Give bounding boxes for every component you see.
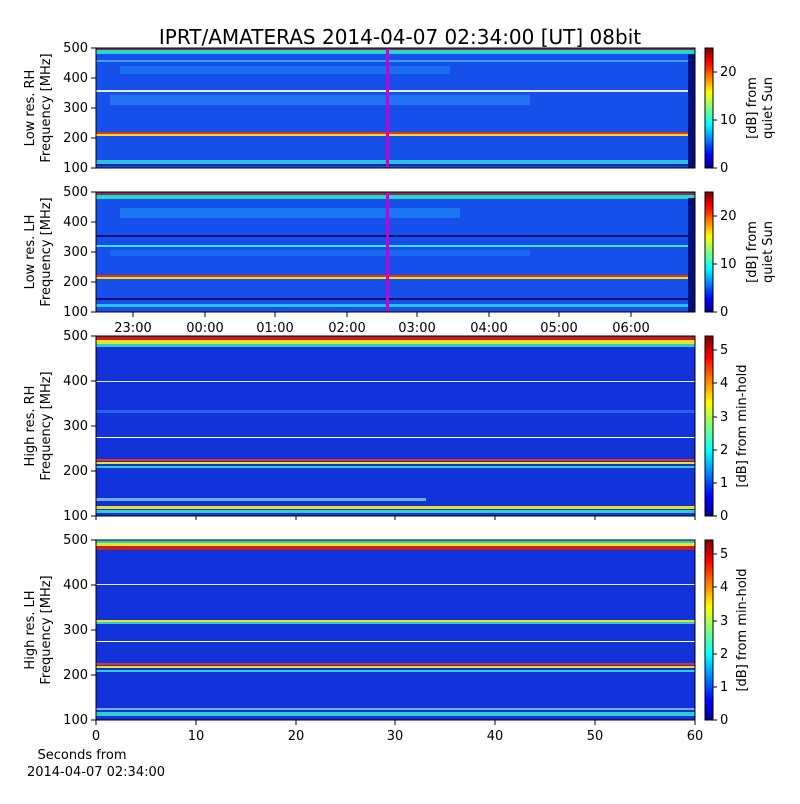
colorbar-tick-label: 0 <box>720 713 728 728</box>
colorbar-label: [dB] from min-hold <box>735 364 750 487</box>
y-tick-label: 500 <box>63 329 88 344</box>
colorbar-tick-label: 5 <box>720 343 728 358</box>
y-ticks: 100 200 300 400 500 <box>63 329 96 524</box>
y-axis-label-line1: Low res. LH <box>23 215 38 290</box>
y-axis-label: High res. LH Frequency [MHz] <box>23 575 54 684</box>
x-tick-label: 50 <box>587 729 604 744</box>
y-axis-label: Low res. RH Frequency [MHz] <box>23 53 54 162</box>
marker-line-low-lh <box>386 192 389 312</box>
colorbar-tick-label: 20 <box>720 209 737 224</box>
heatmap-low-res-lh <box>96 192 695 312</box>
colorbar-tick-label: 20 <box>720 65 737 80</box>
y-tick-label: 400 <box>63 374 88 389</box>
panel-low-res-lh: 100 200 300 400 500 23:00 00:00 01:00 02… <box>23 185 776 336</box>
y-tick-label: 500 <box>63 41 88 56</box>
y-axis-label-line2: Frequency [MHz] <box>39 197 54 306</box>
panel-high-res-rh: 100 200 300 400 500 High res. RH Frequen… <box>23 329 750 524</box>
y-tick-label: 100 <box>63 509 88 524</box>
colorbar-label-line1: [dB] from <box>745 221 760 283</box>
y-tick-label: 300 <box>63 245 88 260</box>
x-tick-label: 01:00 <box>256 321 293 336</box>
colorbar-tick-label: 2 <box>720 647 728 662</box>
x-tick-label: 03:00 <box>398 321 435 336</box>
x-axis-note-line1: Seconds from <box>37 748 126 763</box>
y-axis-label-line1: High res. LH <box>23 590 38 669</box>
y-axis-label-line2: Frequency [MHz] <box>39 575 54 684</box>
panel-low-res-rh: 100 200 300 400 500 Low res. RH Frequenc… <box>23 41 776 176</box>
y-tick-label: 200 <box>63 668 88 683</box>
x-tick-label: 0 <box>92 729 100 744</box>
colorbar-label-line2: quiet Sun <box>761 77 776 139</box>
y-axis-label-line1: High res. RH <box>23 386 38 467</box>
colorbar-tick-label: 10 <box>720 257 737 272</box>
x-ticks: 23:00 00:00 01:00 02:00 03:00 04:00 05:0… <box>114 312 650 336</box>
colorbar-label-line1: [dB] from <box>745 77 760 139</box>
colorbar-tick-label: 0 <box>720 161 728 176</box>
y-tick-label: 400 <box>63 71 88 86</box>
x-tick-label: 40 <box>487 729 504 744</box>
colorbar-tick-label: 4 <box>720 580 728 595</box>
x-tick-label: 02:00 <box>328 321 365 336</box>
colorbar-label: [dB] from min-hold <box>735 568 750 691</box>
marker-line-low-rh <box>386 48 389 168</box>
x-tick-label: 20 <box>288 729 305 744</box>
y-ticks: 100 200 300 400 500 <box>63 185 96 320</box>
x-tick-label: 05:00 <box>540 321 577 336</box>
heatmap-high-res-lh <box>96 540 695 720</box>
y-tick-label: 200 <box>63 275 88 290</box>
y-tick-label: 200 <box>63 464 88 479</box>
y-axis-label: Low res. LH Frequency [MHz] <box>23 197 54 306</box>
colorbar-label-line2: quiet Sun <box>761 221 776 283</box>
y-tick-label: 300 <box>63 623 88 638</box>
y-axis-label-line2: Frequency [MHz] <box>39 53 54 162</box>
x-tick-label: 00:00 <box>186 321 223 336</box>
colorbar-low-rh: 0 10 20 [dB] from quiet Sun <box>704 47 776 176</box>
y-tick-label: 500 <box>63 533 88 548</box>
colorbar-tick-label: 3 <box>720 410 728 425</box>
x-tick-label: 23:00 <box>114 321 151 336</box>
colorbar-high-rh: 0 1 2 3 4 5 [dB] from min-hold <box>704 335 750 524</box>
x-axis-note-line2: 2014-04-07 02:34:00 <box>27 765 165 780</box>
y-tick-label: 400 <box>63 578 88 593</box>
x-tick-label: 10 <box>188 729 205 744</box>
x-tick-label: 30 <box>387 729 404 744</box>
colorbar-tick-label: 4 <box>720 376 728 391</box>
x-tick-label: 06:00 <box>612 321 649 336</box>
colorbar-low-lh: 0 10 20 [dB] from quiet Sun <box>704 191 776 320</box>
y-tick-label: 200 <box>63 131 88 146</box>
colorbar-tick-label: 3 <box>720 614 728 629</box>
colorbar-tick-label: 5 <box>720 547 728 562</box>
y-tick-label: 500 <box>63 185 88 200</box>
colorbar-tick-label: 0 <box>720 305 728 320</box>
y-tick-label: 100 <box>63 305 88 320</box>
colorbar-tick-label: 1 <box>720 476 728 491</box>
x-ticks <box>95 516 696 520</box>
y-axis-label: High res. RH Frequency [MHz] <box>23 371 54 480</box>
heatmap-high-res-rh <box>96 336 695 516</box>
x-tick-label: 04:00 <box>470 321 507 336</box>
colorbar-high-lh: 0 1 2 3 4 5 [dB] from min-hold <box>704 539 750 728</box>
panel-high-res-lh: 100 200 300 400 500 0 10 20 30 40 50 60 … <box>23 533 750 744</box>
y-tick-label: 100 <box>63 713 88 728</box>
figure-title: IPRT/AMATERAS 2014-04-07 02:34:00 [UT] 0… <box>159 25 641 49</box>
x-tick-label: 60 <box>687 729 704 744</box>
y-ticks: 100 200 300 400 500 <box>63 41 96 176</box>
y-axis-label-line2: Frequency [MHz] <box>39 371 54 480</box>
colorbar-tick-label: 0 <box>720 509 728 524</box>
colorbar-tick-label: 2 <box>720 443 728 458</box>
y-axis-label-line1: Low res. RH <box>23 70 38 147</box>
y-tick-label: 400 <box>63 215 88 230</box>
y-tick-label: 300 <box>63 419 88 434</box>
y-tick-label: 100 <box>63 161 88 176</box>
colorbar-tick-label: 10 <box>720 113 737 128</box>
colorbar-tick-label: 1 <box>720 680 728 695</box>
y-tick-label: 300 <box>63 101 88 116</box>
heatmap-low-res-rh <box>96 48 695 168</box>
x-ticks: 0 10 20 30 40 50 60 <box>92 720 703 744</box>
y-ticks: 100 200 300 400 500 <box>63 533 96 728</box>
